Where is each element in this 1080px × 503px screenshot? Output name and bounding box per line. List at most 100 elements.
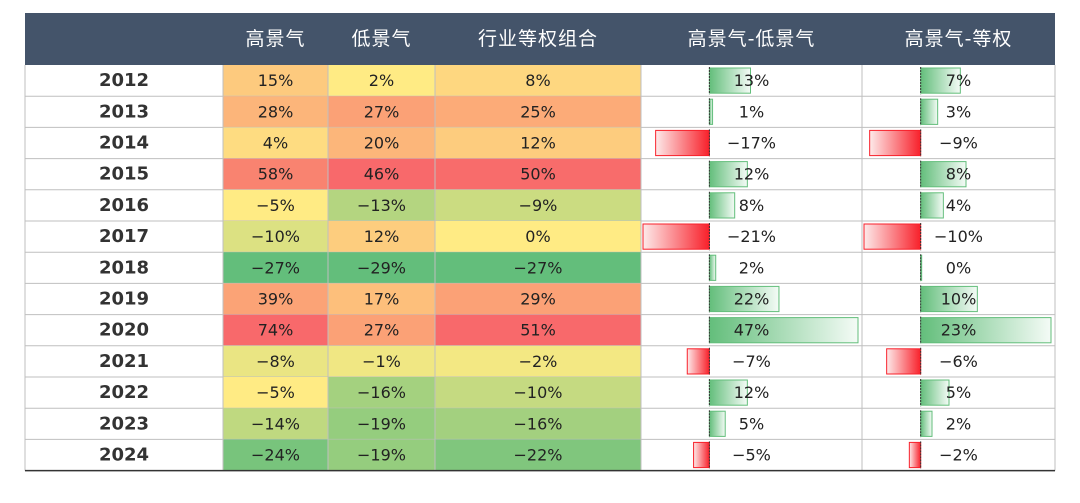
- heat-cell: [328, 65, 435, 97]
- heat-cell: [223, 127, 328, 159]
- heat-cell: [435, 377, 641, 409]
- heat-cell: [328, 127, 435, 159]
- cell: 7%: [946, 71, 971, 90]
- cell: 8%: [739, 196, 764, 215]
- heat-cell: [435, 283, 641, 315]
- year: 2013: [99, 101, 149, 122]
- cell: −2%: [939, 446, 978, 465]
- cell: −17%: [727, 134, 776, 153]
- cell: −27%: [251, 258, 300, 277]
- header-cell: 低景气: [351, 28, 411, 50]
- heat-cell: [328, 189, 435, 221]
- cell: −6%: [939, 352, 978, 371]
- year: 2023: [99, 413, 149, 434]
- heat-cell: [223, 158, 328, 190]
- year: 2020: [99, 320, 149, 341]
- heat-cell: [435, 127, 641, 159]
- cell: −10%: [934, 227, 983, 246]
- data-bar: [920, 379, 950, 406]
- heat-cell: [328, 252, 435, 284]
- data-bar: [708, 285, 780, 313]
- year: 2014: [99, 133, 149, 154]
- year: 2012: [99, 70, 149, 91]
- data-bar: [920, 98, 939, 125]
- cell: 10%: [941, 290, 977, 309]
- heat-cell: [435, 221, 641, 253]
- cell: 12%: [734, 383, 770, 402]
- cell: −10%: [251, 227, 300, 246]
- heat-cell: [328, 408, 435, 440]
- heat-cell: [223, 189, 328, 221]
- cell: −29%: [357, 258, 406, 277]
- cell: −16%: [357, 383, 406, 402]
- cell: 22%: [734, 290, 770, 309]
- year: 2021: [99, 351, 149, 372]
- cell: 2%: [369, 71, 394, 90]
- heat-cell: [328, 439, 435, 471]
- data-bar: [863, 223, 922, 250]
- heat-cell: [328, 314, 435, 346]
- heat-cell: [223, 314, 328, 346]
- cell: 51%: [520, 321, 556, 340]
- cell: −14%: [251, 414, 300, 433]
- cell: 12%: [520, 134, 556, 153]
- data-bar: [920, 285, 978, 313]
- cell: −24%: [251, 446, 300, 465]
- cell: 27%: [364, 102, 400, 121]
- cell: 12%: [734, 165, 770, 184]
- header-bg: [25, 13, 1055, 65]
- year: 2017: [99, 226, 149, 247]
- cell: 4%: [946, 196, 971, 215]
- cell: −8%: [256, 352, 295, 371]
- heat-cell: [223, 221, 328, 253]
- cell: 74%: [258, 321, 294, 340]
- heat-cell: [223, 283, 328, 315]
- cell: 58%: [258, 165, 294, 184]
- cell: 2%: [739, 258, 764, 277]
- heat-cell: [435, 314, 641, 346]
- cell: 28%: [258, 102, 294, 121]
- cell: −9%: [939, 134, 978, 153]
- year: 2019: [99, 289, 149, 310]
- year: 2024: [99, 445, 149, 466]
- cell: 5%: [739, 414, 764, 433]
- data-bar: [686, 348, 710, 375]
- heat-cell: [223, 96, 328, 128]
- data-bar: [708, 67, 751, 94]
- heat-cell: [328, 96, 435, 128]
- cell: −7%: [732, 352, 771, 371]
- heat-cell: [435, 408, 641, 440]
- cell: 4%: [263, 134, 288, 153]
- heat-cell: [435, 439, 641, 471]
- heat-cell: [328, 377, 435, 409]
- cell: 12%: [364, 227, 400, 246]
- heat-cell: [223, 439, 328, 471]
- heat-cell: [328, 158, 435, 190]
- data-bar: [708, 379, 748, 406]
- heat-cell: [328, 345, 435, 377]
- data-bar: [655, 129, 710, 157]
- data-bar: [708, 317, 859, 344]
- data-bar: [642, 223, 710, 250]
- cell: −5%: [732, 446, 771, 465]
- data-bar: [708, 192, 736, 219]
- data-bar: [708, 161, 748, 188]
- cell: 15%: [258, 71, 294, 90]
- cell: 25%: [520, 102, 556, 121]
- data-bar: [886, 348, 922, 375]
- cell: −16%: [514, 414, 563, 433]
- year: 2018: [99, 257, 149, 278]
- header-cell: 高景气-低景气: [688, 28, 816, 50]
- year: 2015: [99, 164, 149, 185]
- cell: 8%: [525, 71, 550, 90]
- cell: 23%: [941, 321, 977, 340]
- heat-cell: [435, 345, 641, 377]
- data-bar: [869, 129, 922, 157]
- heat-cell: [223, 345, 328, 377]
- cell: −5%: [256, 196, 295, 215]
- heat-cell: [223, 252, 328, 284]
- cell: 3%: [946, 102, 971, 121]
- heat-cell: [223, 377, 328, 409]
- cell: 46%: [364, 165, 400, 184]
